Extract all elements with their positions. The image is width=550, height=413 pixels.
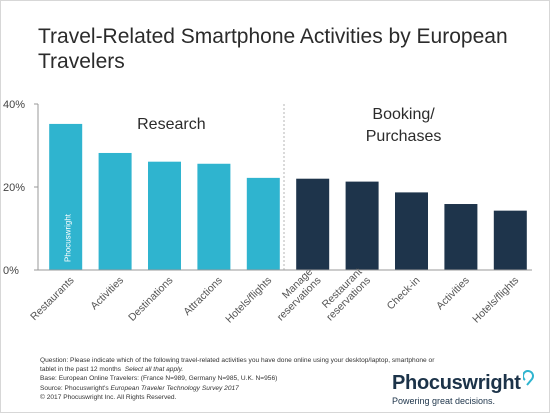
- x-tick-label: Hotels/flights: [223, 274, 274, 325]
- x-tick-label-line: Restaurants: [28, 274, 77, 323]
- footer-copyright: © 2017 Phocuswright Inc. All Rights Rese…: [40, 393, 177, 401]
- x-tick-label-line: Check-in: [385, 274, 423, 312]
- bar: [49, 123, 83, 270]
- bar: [148, 161, 181, 270]
- y-tick-label: 0%: [3, 265, 19, 277]
- logo-mark-icon: [523, 370, 534, 386]
- bar: [444, 204, 478, 270]
- footer-source: Source: Phocuswright's: [40, 384, 109, 392]
- x-tick-label-line: Hotels/flights: [470, 274, 521, 325]
- bar: [296, 178, 330, 270]
- group-label: Booking/: [372, 106, 435, 123]
- bar: [98, 152, 132, 270]
- brand-tagline: Powering great decisions.: [392, 396, 496, 406]
- y-tick-label: 40%: [3, 99, 25, 111]
- y-tick-label: 20%: [3, 182, 25, 194]
- x-tick-label: Activities: [88, 274, 126, 312]
- bar: [395, 192, 428, 270]
- brand-logo: Phocuswright Powering great decisions.: [392, 370, 534, 406]
- x-tick-label-line: Activities: [434, 274, 472, 312]
- bar: [197, 163, 231, 270]
- x-tick-label: Attractions: [181, 274, 225, 318]
- footer-base: Base: European Online Travelers: (France…: [40, 375, 278, 383]
- x-tick-label: Restaurants: [28, 274, 77, 323]
- chart-title: Travel-Related Smartphone Activities by …: [38, 25, 508, 73]
- x-tick-label: Activities: [434, 274, 472, 312]
- chart-footer: Question: Please indicate which of the f…: [40, 356, 480, 402]
- group-label: Purchases: [366, 128, 442, 145]
- x-tick-label: Check-in: [385, 274, 423, 312]
- bar: [246, 177, 280, 270]
- x-tick-label: Destinations: [126, 274, 175, 323]
- x-tick-label-line: Hotels/flights: [223, 274, 274, 325]
- x-tick-label: Hotels/flights: [470, 274, 521, 325]
- x-tick-label-line: Attractions: [181, 274, 225, 318]
- footer-question: Question: Please indicate which of the f…: [40, 357, 435, 364]
- bar: [493, 210, 527, 270]
- footer-question-cont: tablet in the past 12 months: [40, 366, 122, 374]
- footer-select-all: Select all that apply.: [124, 366, 184, 374]
- group-label: Research: [137, 116, 205, 133]
- bar: [345, 181, 379, 270]
- x-tick-label-line: Destinations: [126, 274, 175, 323]
- x-tick-label-line: Activities: [88, 274, 126, 312]
- footer-source-title: European Traveler Technology Survey 2017: [110, 384, 239, 392]
- brand-name: Phocuswright: [392, 372, 521, 394]
- watermark-text: Phocuswright: [64, 213, 73, 262]
